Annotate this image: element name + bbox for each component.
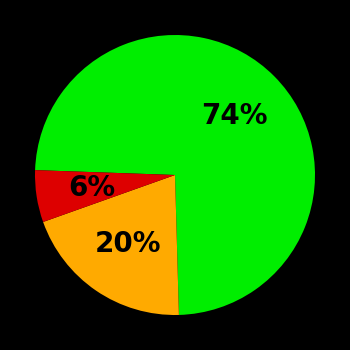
Text: 6%: 6% bbox=[69, 174, 116, 202]
Wedge shape bbox=[35, 170, 175, 222]
Text: 74%: 74% bbox=[201, 102, 268, 130]
Wedge shape bbox=[43, 175, 179, 315]
Text: 20%: 20% bbox=[94, 230, 161, 258]
Wedge shape bbox=[35, 35, 315, 315]
